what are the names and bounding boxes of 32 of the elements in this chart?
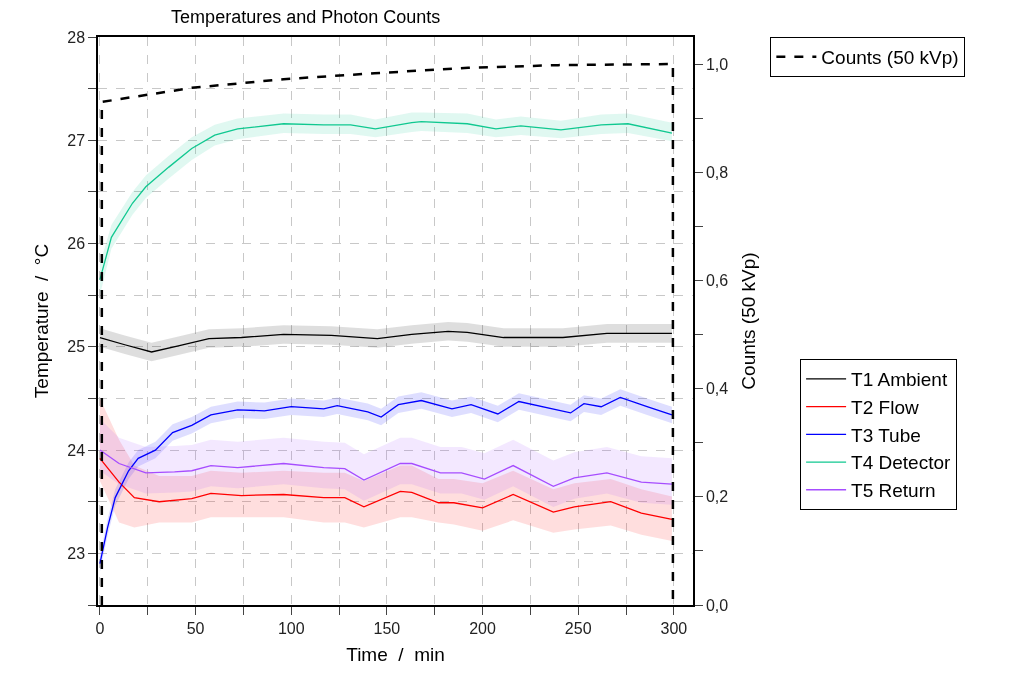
y2-tick-label: 0,2 [705, 488, 729, 506]
x-tick-label: 50 [186, 619, 205, 637]
legend-label: T2 Flow [851, 397, 919, 419]
y2-tick-label: 0,6 [705, 272, 729, 290]
y2-axis-title: Counts (50 kVp) [737, 252, 759, 390]
x-tick-label: 300 [660, 619, 688, 637]
y2-tick-label: 1,0 [705, 55, 729, 73]
line-series [99, 457, 673, 520]
line-series [99, 330, 673, 353]
legend-label: Counts (50 kVp) [821, 47, 959, 69]
legend-label: T5 Return [851, 480, 936, 502]
x-tick-label: 100 [277, 619, 305, 637]
y-axis-title: Temperature / °C [30, 243, 52, 399]
y-tick-label: 27 [67, 131, 86, 149]
y2-tick-label: 0,4 [705, 380, 729, 398]
legend-label: T4 Detector [851, 452, 952, 474]
x-axis-title: Time / min [346, 644, 445, 666]
legend-label: T1 Ambient [851, 369, 948, 391]
x-tick-label: 150 [373, 619, 401, 637]
y-tick-label: 26 [67, 235, 86, 253]
legend-label: T3 Tube [851, 424, 921, 446]
y2-tick-label: 0,0 [705, 596, 729, 614]
y-tick-label: 24 [67, 441, 86, 459]
line-series [99, 449, 673, 487]
y-tick-label: 25 [67, 338, 86, 356]
x-tick-label: 0 [95, 619, 105, 637]
y2-tick-label: 0,8 [705, 163, 729, 181]
x-tick-label: 250 [564, 619, 592, 637]
x-tick-label: 200 [469, 619, 496, 637]
chart-title: Temperatures and Photon Counts [171, 6, 441, 27]
y-tick-label: 23 [67, 544, 86, 562]
y-tick-label: 28 [67, 28, 86, 46]
